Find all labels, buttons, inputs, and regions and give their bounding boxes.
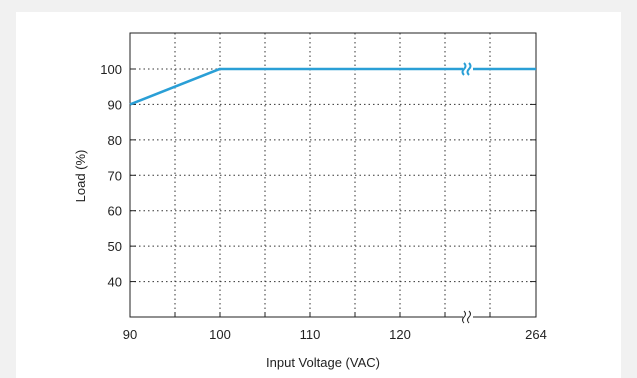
y-tick-label: 90 xyxy=(108,97,122,112)
axis-break-icon xyxy=(462,310,473,324)
y-tick-label: 60 xyxy=(108,204,122,219)
y-tick-label: 70 xyxy=(108,168,122,183)
series-line xyxy=(129,67,536,106)
x-tick-label: 90 xyxy=(123,327,137,342)
y-tick-label: 50 xyxy=(108,239,122,254)
y-axis-label: Load (%) xyxy=(73,150,88,203)
axis-break-icon xyxy=(461,62,473,76)
x-tick-label: 120 xyxy=(389,327,411,342)
axis-break-marks xyxy=(461,62,473,324)
axis-ticks xyxy=(130,68,536,318)
x-axis-label: Input Voltage (VAC) xyxy=(266,355,380,370)
y-tick-label: 80 xyxy=(108,133,122,148)
x-tick-labels: 90 100 110 120 264 xyxy=(123,327,547,342)
x-tick-label: 110 xyxy=(300,327,321,342)
y-tick-label: 40 xyxy=(108,275,122,290)
x-tick-label: 100 xyxy=(209,327,231,342)
y-tick-labels: 40 50 60 70 80 90 100 xyxy=(100,62,122,290)
grid xyxy=(130,33,536,317)
series-group xyxy=(129,67,536,106)
y-tick-label: 100 xyxy=(100,62,122,77)
x-tick-label: 264 xyxy=(525,327,547,342)
